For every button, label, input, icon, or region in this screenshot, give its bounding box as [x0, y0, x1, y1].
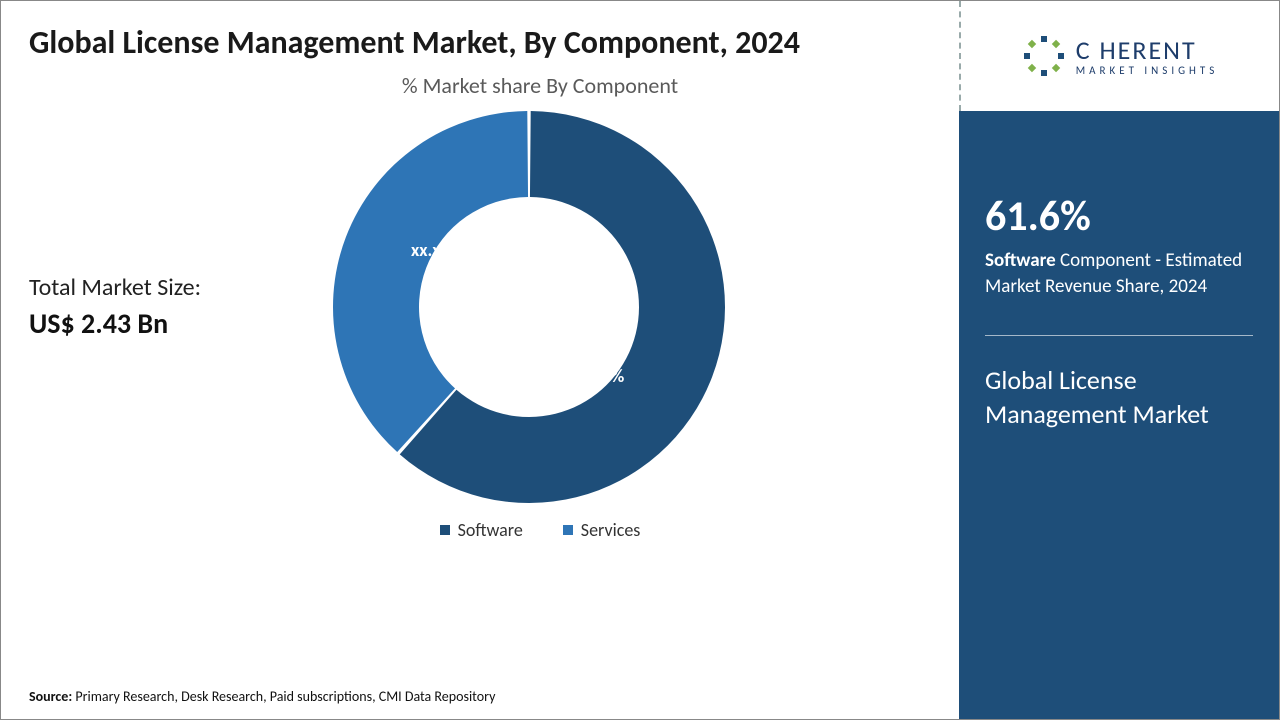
right-column: C HERENT MARKET INSIGHTS 61.6% Software … [959, 1, 1279, 719]
legend-item-software: Software [440, 519, 523, 541]
panel-divider [985, 335, 1253, 336]
chart-legend: Software Services [149, 519, 931, 541]
brand-logo: C HERENT MARKET INSIGHTS [1022, 34, 1219, 78]
donut-chart: 61.6% xx.x% [329, 107, 729, 507]
source-label: Source: [29, 688, 72, 705]
chart-subtitle: % Market share By Component [149, 72, 931, 99]
legend-label-services: Services [581, 519, 641, 541]
source-line: Source: Primary Research, Desk Research,… [29, 688, 495, 705]
logo-mark-icon [1022, 34, 1066, 78]
stats-panel: 61.6% Software Component - Estimated Mar… [959, 111, 1279, 719]
legend-label-software: Software [458, 519, 523, 541]
logo-area: C HERENT MARKET INSIGHTS [959, 1, 1279, 111]
logo-main-text: C HERENT [1076, 37, 1219, 63]
donut-label-software: 61.6% [579, 365, 624, 387]
market-size-block: Total Market Size: US$ 2.43 Bn [29, 273, 289, 341]
stat-desc-bold: Software [985, 249, 1056, 272]
chart-row: Total Market Size: US$ 2.43 Bn 61.6% xx.x… [29, 107, 931, 507]
stat-description: Software Component - Estimated Market Re… [985, 248, 1253, 299]
legend-swatch-software [440, 525, 450, 535]
legend-swatch-services [563, 525, 573, 535]
main-area: Global License Management Market, By Com… [1, 1, 959, 719]
logo-words: C HERENT MARKET INSIGHTS [1076, 37, 1219, 76]
donut-svg [329, 107, 729, 507]
source-text: Primary Research, Desk Research, Paid su… [75, 688, 495, 705]
donut-slice-services [333, 111, 528, 452]
stat-percentage: 61.6% [985, 191, 1253, 242]
market-size-label: Total Market Size: [29, 273, 289, 302]
donut-label-services: xx.x% [411, 239, 454, 261]
legend-item-services: Services [563, 519, 641, 541]
report-frame: Global License Management Market, By Com… [0, 0, 1280, 720]
page-title: Global License Management Market, By Com… [29, 25, 931, 62]
market-size-value: US$ 2.43 Bn [29, 306, 289, 341]
panel-market-name: Global License Management Market [985, 364, 1253, 432]
logo-sub-text: MARKET INSIGHTS [1076, 65, 1219, 76]
